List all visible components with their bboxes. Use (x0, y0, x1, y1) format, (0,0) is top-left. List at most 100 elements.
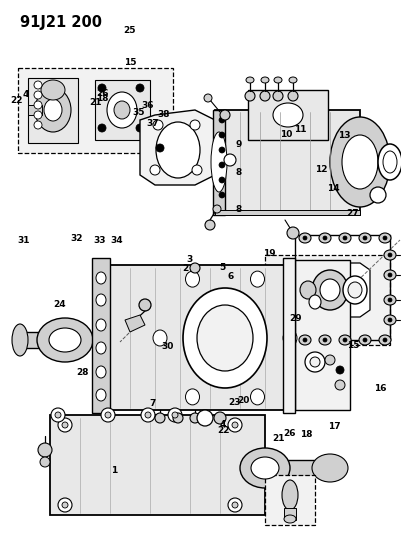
Ellipse shape (260, 91, 270, 101)
Polygon shape (140, 110, 215, 185)
Ellipse shape (205, 220, 215, 230)
Ellipse shape (12, 324, 28, 356)
Ellipse shape (219, 147, 225, 153)
Ellipse shape (96, 342, 106, 354)
Text: 4: 4 (219, 421, 226, 429)
Text: 30: 30 (162, 342, 174, 351)
Ellipse shape (388, 298, 392, 302)
Ellipse shape (343, 236, 347, 240)
Ellipse shape (343, 276, 367, 304)
Ellipse shape (114, 101, 130, 119)
Text: 10: 10 (281, 131, 293, 139)
Ellipse shape (34, 91, 42, 99)
Bar (95, 80, 150, 140)
Ellipse shape (388, 318, 392, 322)
Text: 38: 38 (157, 110, 170, 119)
Ellipse shape (37, 318, 93, 362)
Ellipse shape (312, 454, 348, 482)
Ellipse shape (299, 335, 311, 345)
Text: 2: 2 (182, 264, 188, 272)
Ellipse shape (383, 338, 387, 342)
Text: 33: 33 (93, 237, 106, 245)
Ellipse shape (312, 270, 348, 310)
Ellipse shape (320, 279, 340, 301)
Ellipse shape (96, 272, 106, 284)
Text: 19: 19 (263, 249, 276, 257)
Text: 22: 22 (10, 96, 23, 104)
Ellipse shape (34, 121, 42, 129)
Ellipse shape (136, 124, 144, 132)
Text: 8: 8 (235, 205, 242, 214)
Ellipse shape (211, 132, 227, 192)
Bar (265, 475, 315, 525)
Ellipse shape (246, 77, 254, 83)
Ellipse shape (303, 338, 307, 342)
Bar (28, 105, 42, 115)
Ellipse shape (319, 233, 331, 243)
Ellipse shape (49, 328, 81, 352)
Ellipse shape (261, 77, 269, 83)
Ellipse shape (41, 80, 65, 100)
Ellipse shape (323, 338, 327, 342)
Bar (28, 78, 78, 143)
Text: 25: 25 (123, 26, 136, 35)
Ellipse shape (186, 271, 200, 287)
Ellipse shape (232, 502, 238, 508)
Text: 22: 22 (217, 426, 230, 435)
Ellipse shape (363, 338, 367, 342)
Ellipse shape (335, 380, 345, 390)
Bar (330, 278, 358, 303)
Bar (18, 68, 173, 153)
Ellipse shape (96, 294, 106, 306)
Ellipse shape (107, 92, 137, 128)
Ellipse shape (384, 270, 396, 280)
Text: 24: 24 (53, 301, 66, 309)
Bar (215, 110, 360, 215)
Ellipse shape (156, 144, 164, 152)
Text: 21: 21 (89, 98, 102, 107)
Text: 15: 15 (347, 341, 360, 350)
Ellipse shape (299, 233, 311, 243)
Ellipse shape (155, 413, 165, 423)
Ellipse shape (55, 412, 61, 418)
Ellipse shape (136, 84, 144, 92)
Ellipse shape (98, 84, 106, 92)
Ellipse shape (96, 319, 106, 331)
Ellipse shape (378, 144, 401, 180)
Ellipse shape (156, 122, 200, 178)
Ellipse shape (105, 412, 111, 418)
Ellipse shape (219, 177, 225, 183)
Ellipse shape (168, 408, 182, 422)
Text: 5: 5 (219, 263, 226, 272)
Polygon shape (125, 315, 145, 332)
Ellipse shape (186, 389, 200, 405)
Ellipse shape (370, 187, 386, 203)
Ellipse shape (383, 236, 387, 240)
Text: 18: 18 (300, 430, 313, 439)
Ellipse shape (183, 288, 267, 388)
Polygon shape (318, 263, 370, 317)
Ellipse shape (173, 413, 183, 423)
Ellipse shape (289, 77, 297, 83)
Ellipse shape (96, 389, 106, 401)
Ellipse shape (251, 271, 265, 287)
Ellipse shape (219, 162, 225, 168)
Ellipse shape (150, 165, 160, 175)
Ellipse shape (219, 117, 225, 123)
Ellipse shape (58, 498, 72, 512)
Ellipse shape (145, 412, 151, 418)
Ellipse shape (240, 448, 290, 488)
Ellipse shape (40, 457, 50, 467)
Ellipse shape (101, 408, 115, 422)
Ellipse shape (330, 117, 390, 207)
Text: 9: 9 (235, 141, 242, 149)
Bar (20, 332, 65, 348)
Ellipse shape (305, 352, 325, 372)
Text: 17: 17 (328, 422, 341, 431)
Ellipse shape (309, 295, 321, 309)
Polygon shape (215, 210, 360, 215)
Ellipse shape (153, 330, 167, 346)
Ellipse shape (34, 101, 42, 109)
Text: 34: 34 (111, 237, 124, 245)
Ellipse shape (214, 412, 226, 424)
